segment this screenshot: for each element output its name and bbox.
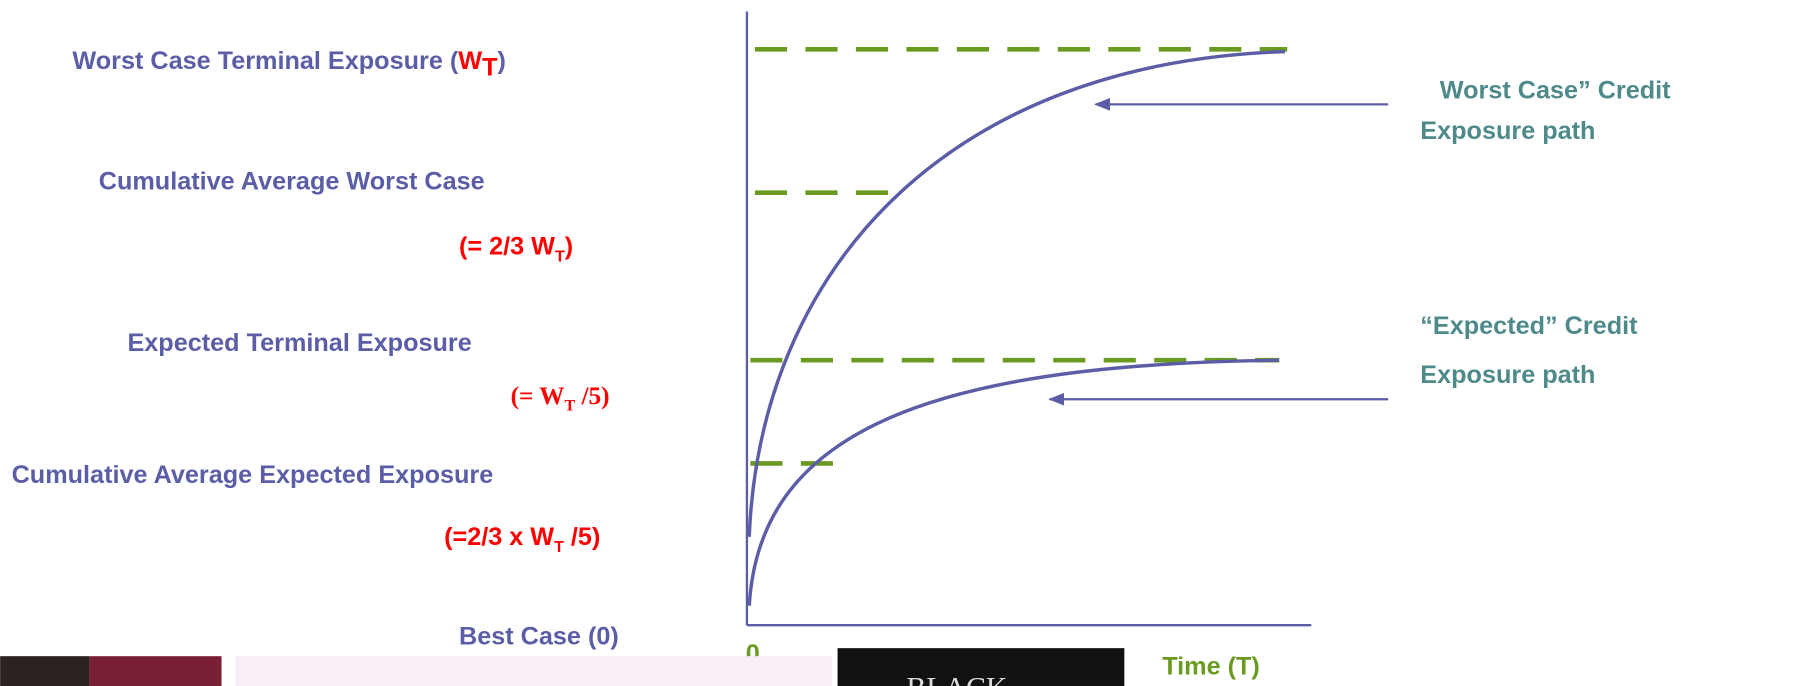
label-text: Worst Case Terminal Exposure ( — [72, 47, 458, 75]
expected-curve — [749, 360, 1279, 605]
formula-text: ) — [565, 233, 573, 261]
footer-logo: BLACK — [906, 671, 1008, 686]
label-text: ) — [497, 47, 505, 75]
formula-text: (= W — [511, 383, 565, 410]
subscript: T — [555, 248, 565, 266]
path-label: Worst Case” Credit — [1440, 77, 1671, 105]
formula-text: /5) — [564, 523, 600, 551]
label: Cumulative Average Expected Exposure — [12, 461, 494, 489]
path-label: Exposure path — [1420, 117, 1595, 145]
diagram: Worst Case Terminal Exposure (WT) Cumula… — [0, 0, 1799, 686]
formula-text: (= 2/3 W — [459, 233, 555, 261]
label: Expected Terminal Exposure — [127, 329, 471, 357]
path-label: “Expected” Credit — [1420, 312, 1638, 340]
path-label: Exposure path — [1420, 361, 1595, 389]
formula: (= 2/3 WT) — [459, 233, 573, 266]
label: Best Case (0) — [459, 623, 619, 651]
formula: (= WT /5) — [511, 383, 610, 415]
symbol: W — [458, 47, 482, 75]
subscript: T — [554, 538, 564, 556]
label: Worst Case Terminal Exposure (WT) — [72, 47, 506, 82]
formula-text: (=2/3 x W — [444, 523, 554, 551]
page: Worst Case Terminal Exposure (WT) Cumula… — [0, 0, 1799, 686]
formula-text: /5) — [575, 383, 609, 410]
footer-block — [235, 656, 832, 686]
footer-block — [90, 656, 222, 686]
subscript: T — [482, 54, 498, 82]
subscript: T — [564, 398, 575, 415]
footer-block — [0, 656, 89, 686]
label: Cumulative Average Worst Case — [99, 167, 485, 195]
x-axis-label: Time (T) — [1162, 653, 1260, 681]
formula: (=2/3 x WT /5) — [444, 523, 600, 556]
